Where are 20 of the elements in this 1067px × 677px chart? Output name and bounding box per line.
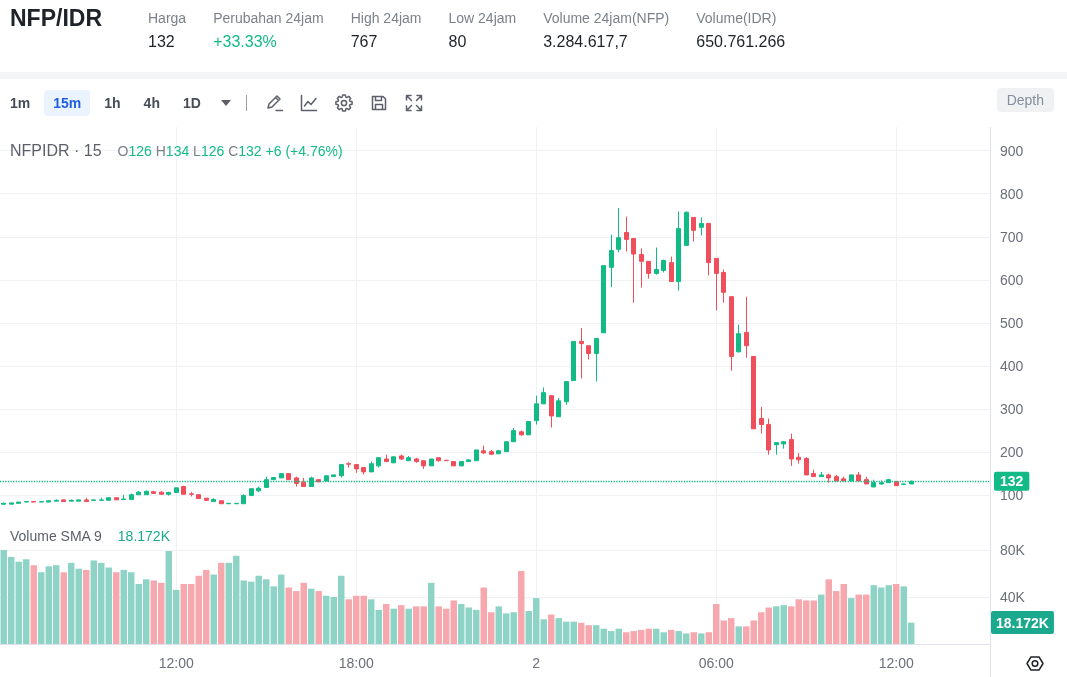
text: 1h: [103, 94, 122, 113]
text: 1D: [181, 94, 202, 113]
text: 4h: [142, 94, 161, 113]
text: 1m: [9, 94, 32, 113]
text: +33.33%: [213, 32, 278, 52]
text: 80: [448, 32, 468, 52]
text: Low 24jam: [448, 9, 517, 28]
text: Harga: [148, 9, 187, 28]
text: High 24jam: [350, 9, 422, 28]
text: 15m: [44, 90, 91, 116]
text: 767: [350, 32, 379, 52]
text: 650.761.266: [696, 32, 786, 52]
text: Volume 24jam(NFP): [543, 9, 670, 28]
text: 3.284.617,7: [543, 32, 629, 52]
text: 132: [148, 32, 176, 52]
text: NFP/IDR: [10, 5, 102, 31]
text: Perubahan 24jam: [213, 9, 324, 28]
text: Volume(IDR): [696, 9, 778, 28]
candlestick: [1, 501, 6, 506]
text: Depth: [996, 88, 1054, 112]
